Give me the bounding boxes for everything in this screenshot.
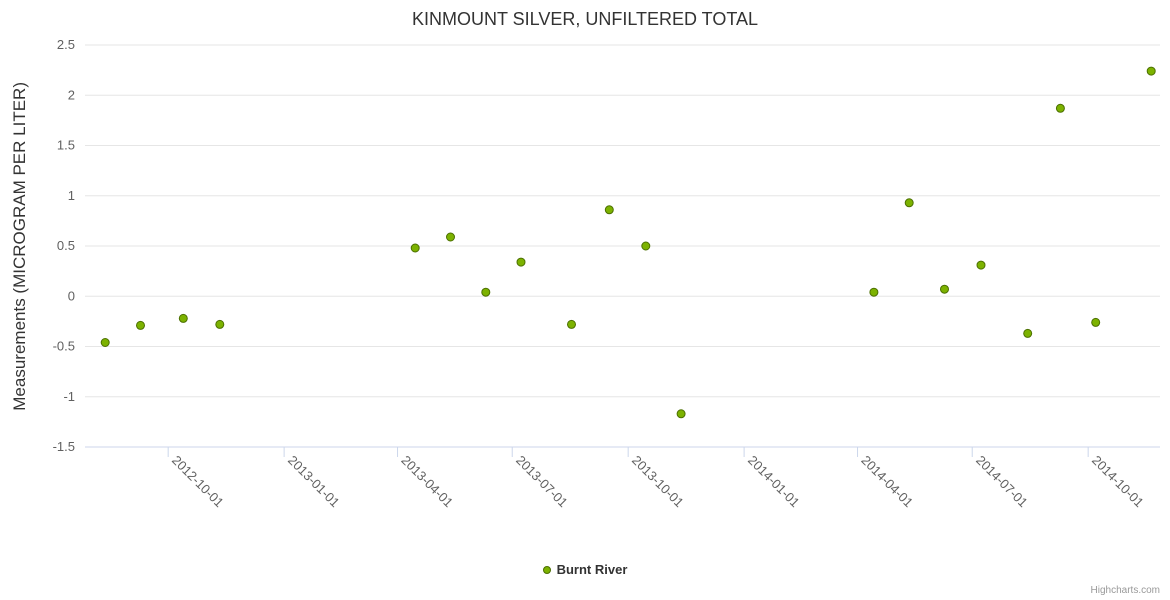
scatter-point[interactable]	[516, 257, 526, 267]
x-tick-label: 2014-10-01	[1089, 453, 1147, 511]
scatter-point[interactable]	[940, 284, 949, 294]
scatter-point[interactable]	[100, 338, 110, 347]
scatter-point[interactable]	[1146, 66, 1156, 76]
scatter-point[interactable]	[215, 319, 225, 329]
scatter-point[interactable]	[976, 260, 986, 270]
x-tick-label: 2012-10-01	[169, 453, 227, 511]
scatter-point[interactable]	[676, 409, 686, 419]
scatter-point[interactable]	[1023, 328, 1033, 338]
x-tick-label: 2013-10-01	[629, 453, 687, 511]
scatter-point[interactable]	[604, 205, 614, 215]
scatter-point[interactable]	[641, 241, 651, 251]
chart-title: KINMOUNT SILVER, UNFILTERED TOTAL	[411, 9, 759, 29]
scatter-point[interactable]	[567, 319, 576, 329]
y-tick-label: 2.5	[57, 37, 75, 52]
scatter-point[interactable]	[481, 287, 491, 297]
y-tick-label: 0.5	[57, 238, 75, 253]
y-tick-label: 0	[68, 288, 75, 303]
scatter-point[interactable]	[869, 287, 879, 297]
y-tick-label: -1	[63, 389, 75, 404]
y-tick-label: 2	[68, 87, 75, 102]
scatter-point[interactable]	[446, 232, 455, 242]
scatter-point[interactable]	[904, 198, 914, 208]
legend-item-label: Burnt River	[556, 562, 628, 577]
y-tick-label: 1	[68, 188, 75, 203]
x-tick-label: 2013-07-01	[513, 453, 571, 511]
y-tick-label: 1.5	[57, 138, 75, 153]
credits-link[interactable]: Highcharts.com	[1090, 585, 1160, 596]
x-tick-label: 2014-01-01	[745, 453, 803, 511]
scatter-point[interactable]	[136, 320, 145, 330]
scatter-point[interactable]	[410, 243, 420, 253]
x-tick-label: 2013-01-01	[285, 453, 343, 511]
scatter-point[interactable]	[1091, 317, 1101, 327]
x-tick-label: 2013-04-01	[398, 453, 456, 511]
legend-item-burnt-river[interactable]: Burnt River	[542, 562, 628, 577]
legend: Burnt River	[0, 562, 1170, 577]
y-tick-label: -1.5	[53, 439, 75, 454]
legend-marker-icon	[542, 565, 551, 574]
x-tick-label: 2014-07-01	[973, 453, 1031, 511]
y-tick-label: -0.5	[53, 339, 75, 354]
scatter-point[interactable]	[178, 313, 188, 323]
x-tick-label: 2014-04-01	[858, 453, 916, 511]
scatter-point[interactable]	[1055, 103, 1065, 113]
